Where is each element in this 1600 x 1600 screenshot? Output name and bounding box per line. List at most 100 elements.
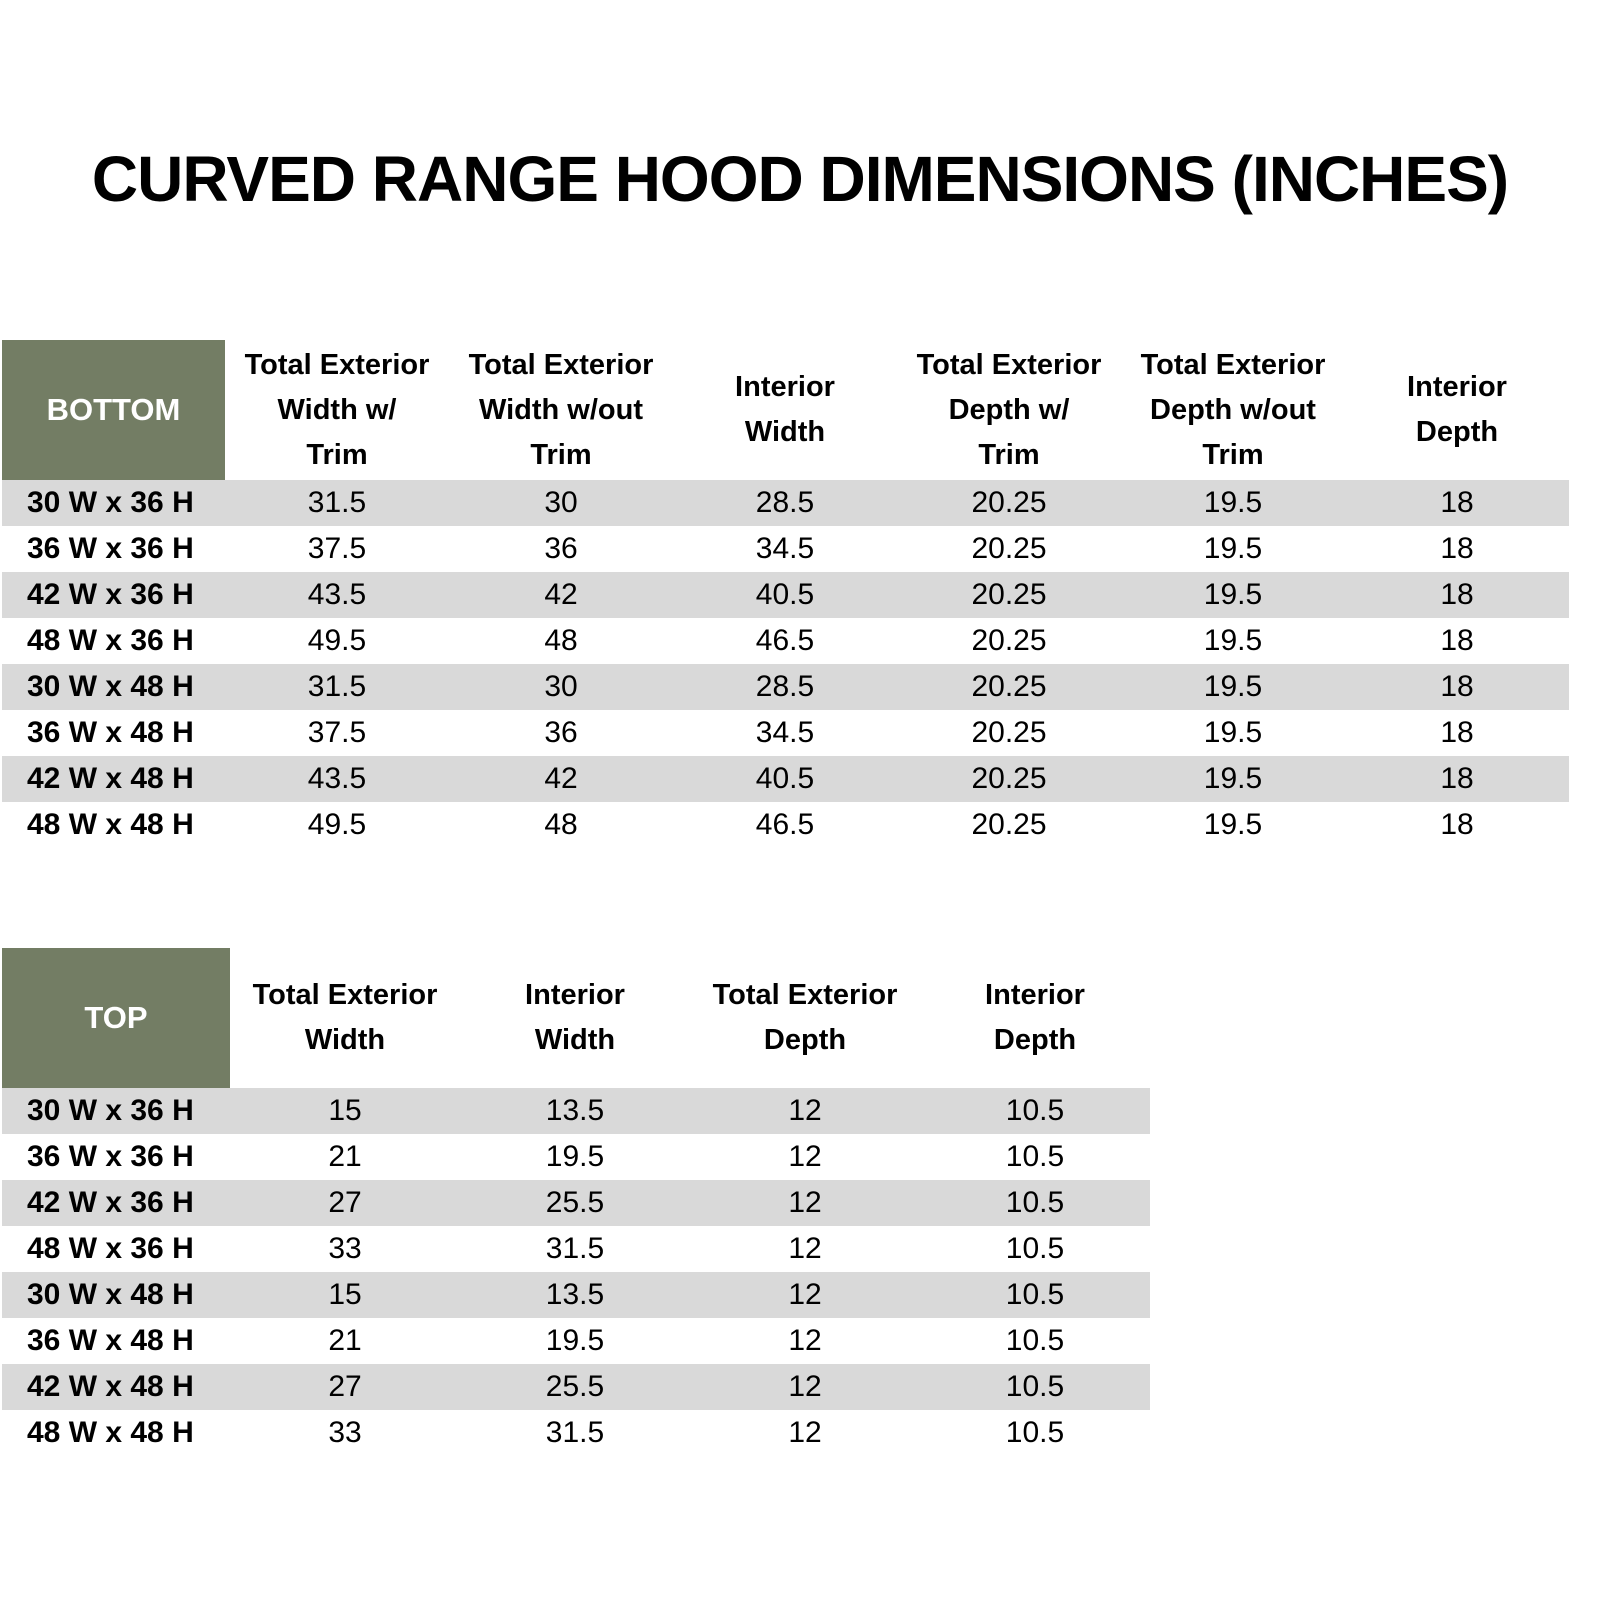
- column-header-interior-width: Interior Width: [735, 371, 835, 448]
- row-label: 36 W x 36 H: [27, 532, 194, 565]
- dimension-value: 10.5: [1005, 1140, 1065, 1173]
- dimension-value: 10.5: [920, 1088, 1150, 1134]
- dimension-value: 13.5: [460, 1272, 690, 1318]
- dimension-value: 31.5: [545, 1232, 605, 1265]
- dimension-value: 46.5: [755, 808, 815, 841]
- row-label: 42 W x 36 H: [2, 1180, 230, 1226]
- column-header-total-exterior-width: Total Exterior Width: [252, 979, 438, 1056]
- page-title: CURVED RANGE HOOD DIMENSIONS (INCHES): [91, 143, 1509, 215]
- dimension-value: 36: [544, 532, 578, 565]
- dimension-value: 18: [1440, 716, 1474, 749]
- table-row: 48 W x 36 H 49.5 48 46.5 20.25 19.5 18: [2, 618, 1569, 664]
- table-row: 36 W x 36 H 37.5 36 34.5 20.25 19.5 18: [2, 526, 1569, 572]
- row-label: 48 W x 36 H: [27, 1232, 194, 1265]
- dimension-value: 21: [328, 1324, 362, 1357]
- dimension-value: 30: [449, 480, 673, 526]
- dimension-value: 12: [788, 1232, 822, 1265]
- dimension-value: 18: [1345, 480, 1569, 526]
- dimension-value: 10.5: [920, 1364, 1150, 1410]
- table-row: 42 W x 36 H 43.5 42 40.5 20.25 19.5 18: [2, 572, 1569, 618]
- table-row: 36 W x 36 H 21 19.5 12 10.5: [2, 1134, 1150, 1180]
- table-row: 30 W x 36 H 15 13.5 12 10.5: [2, 1088, 1150, 1134]
- row-label: 30 W x 36 H: [2, 1088, 230, 1134]
- dimension-value: 30: [449, 664, 673, 710]
- dimension-value: 20.25: [897, 480, 1121, 526]
- row-label: 48 W x 36 H: [27, 624, 194, 657]
- table-row: 48 W x 48 H 33 31.5 12 10.5: [2, 1410, 1150, 1456]
- dimension-value: 42: [449, 756, 673, 802]
- dimension-value: 48: [544, 808, 578, 841]
- dimension-value: 12: [788, 1324, 822, 1357]
- row-label: 48 W x 48 H: [27, 808, 194, 841]
- dimension-value: 12: [690, 1180, 920, 1226]
- dimension-value: 13.5: [460, 1088, 690, 1134]
- row-label: 30 W x 48 H: [2, 1272, 230, 1318]
- dimension-value: 20.25: [897, 756, 1121, 802]
- column-header-total-exterior-width-wout-trim: Total Exterior Width w/out Trim: [468, 348, 654, 471]
- bottom-table-corner-cell: BOTTOM: [2, 340, 225, 480]
- dimension-value: 19.5: [545, 1324, 605, 1357]
- dimension-value: 18: [1345, 664, 1569, 710]
- top-table-header-row: TOP Total Exterior Width Interior Width …: [2, 948, 1150, 1088]
- dimension-value: 40.5: [673, 756, 897, 802]
- bottom-table-header-row: BOTTOM Total Exterior Width w/ Trim Tota…: [2, 340, 1569, 480]
- dimension-value: 43.5: [225, 572, 449, 618]
- table-row: 30 W x 36 H 31.5 30 28.5 20.25 19.5 18: [2, 480, 1569, 526]
- row-label: 48 W x 48 H: [27, 1416, 194, 1449]
- table-row: 36 W x 48 H 21 19.5 12 10.5: [2, 1318, 1150, 1364]
- top-dimensions-table: TOP Total Exterior Width Interior Width …: [2, 948, 1150, 1456]
- table-row: 30 W x 48 H 31.5 30 28.5 20.25 19.5 18: [2, 664, 1569, 710]
- row-label: 42 W x 48 H: [2, 756, 225, 802]
- dimension-value: 19.5: [1121, 480, 1345, 526]
- table-row: 36 W x 48 H 37.5 36 34.5 20.25 19.5 18: [2, 710, 1569, 756]
- dimension-value: 12: [690, 1364, 920, 1410]
- dimension-value: 10.5: [1005, 1232, 1065, 1265]
- dimension-value: 49.5: [307, 624, 367, 657]
- row-label: 30 W x 48 H: [2, 664, 225, 710]
- column-header-total-exterior-width-w-trim: Total Exterior Width w/ Trim: [244, 348, 430, 471]
- dimension-value: 19.5: [545, 1140, 605, 1173]
- dimension-value: 36: [544, 716, 578, 749]
- row-label: 36 W x 48 H: [27, 716, 194, 749]
- dimension-value: 20.25: [971, 532, 1047, 565]
- dimension-value: 18: [1440, 808, 1474, 841]
- table-row: 30 W x 48 H 15 13.5 12 10.5: [2, 1272, 1150, 1318]
- dimension-value: 18: [1440, 532, 1474, 565]
- dimension-value: 25.5: [460, 1364, 690, 1410]
- dimension-value: 31.5: [225, 664, 449, 710]
- row-label: 30 W x 36 H: [2, 480, 225, 526]
- column-header-total-exterior-depth: Total Exterior Depth: [712, 979, 898, 1056]
- dimension-value: 20.25: [971, 808, 1047, 841]
- dimension-value: 19.5: [1121, 572, 1345, 618]
- dimension-value: 12: [690, 1088, 920, 1134]
- dimension-value: 46.5: [755, 624, 815, 657]
- dimension-value: 12: [690, 1272, 920, 1318]
- dimension-value: 31.5: [225, 480, 449, 526]
- column-header-interior-width: Interior Width: [525, 979, 625, 1056]
- dimension-value: 10.5: [920, 1180, 1150, 1226]
- row-label: 36 W x 48 H: [27, 1324, 194, 1357]
- row-label: 36 W x 36 H: [27, 1140, 194, 1173]
- dimension-value: 12: [788, 1416, 822, 1449]
- dimension-value: 20.25: [897, 664, 1121, 710]
- dimension-value: 33: [328, 1416, 362, 1449]
- column-header-total-exterior-depth-wout-trim: Total Exterior Depth w/out Trim: [1140, 348, 1326, 471]
- dimension-value: 37.5: [307, 532, 367, 565]
- dimension-value: 18: [1345, 572, 1569, 618]
- dimension-value: 27: [230, 1364, 460, 1410]
- dimension-value: 12: [788, 1140, 822, 1173]
- dimension-value: 18: [1440, 624, 1474, 657]
- dimension-value: 20.25: [971, 624, 1047, 657]
- dimension-value: 27: [230, 1180, 460, 1226]
- dimension-value: 40.5: [673, 572, 897, 618]
- table-row: 42 W x 48 H 27 25.5 12 10.5: [2, 1364, 1150, 1410]
- row-label: 42 W x 36 H: [2, 572, 225, 618]
- dimension-value: 19.5: [1203, 624, 1263, 657]
- dimension-value: 33: [328, 1232, 362, 1265]
- dimension-value: 20.25: [897, 572, 1121, 618]
- dimension-value: 34.5: [755, 532, 815, 565]
- table-row: 42 W x 48 H 43.5 42 40.5 20.25 19.5 18: [2, 756, 1569, 802]
- row-label: 42 W x 48 H: [2, 1364, 230, 1410]
- column-header-total-exterior-depth-w-trim: Total Exterior Depth w/ Trim: [916, 348, 1102, 471]
